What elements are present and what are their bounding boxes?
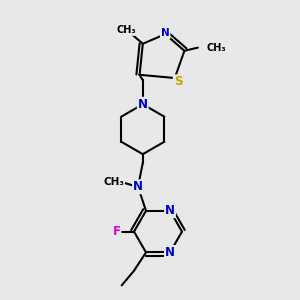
Text: N: N — [161, 28, 170, 38]
Text: CH₃: CH₃ — [103, 177, 124, 187]
Text: S: S — [174, 75, 182, 88]
Text: N: N — [165, 246, 175, 259]
Text: F: F — [112, 225, 120, 238]
Text: N: N — [165, 204, 175, 217]
Text: N: N — [133, 180, 143, 193]
Text: CH₃: CH₃ — [116, 25, 136, 35]
Text: N: N — [138, 98, 148, 111]
Text: CH₃: CH₃ — [207, 43, 226, 52]
